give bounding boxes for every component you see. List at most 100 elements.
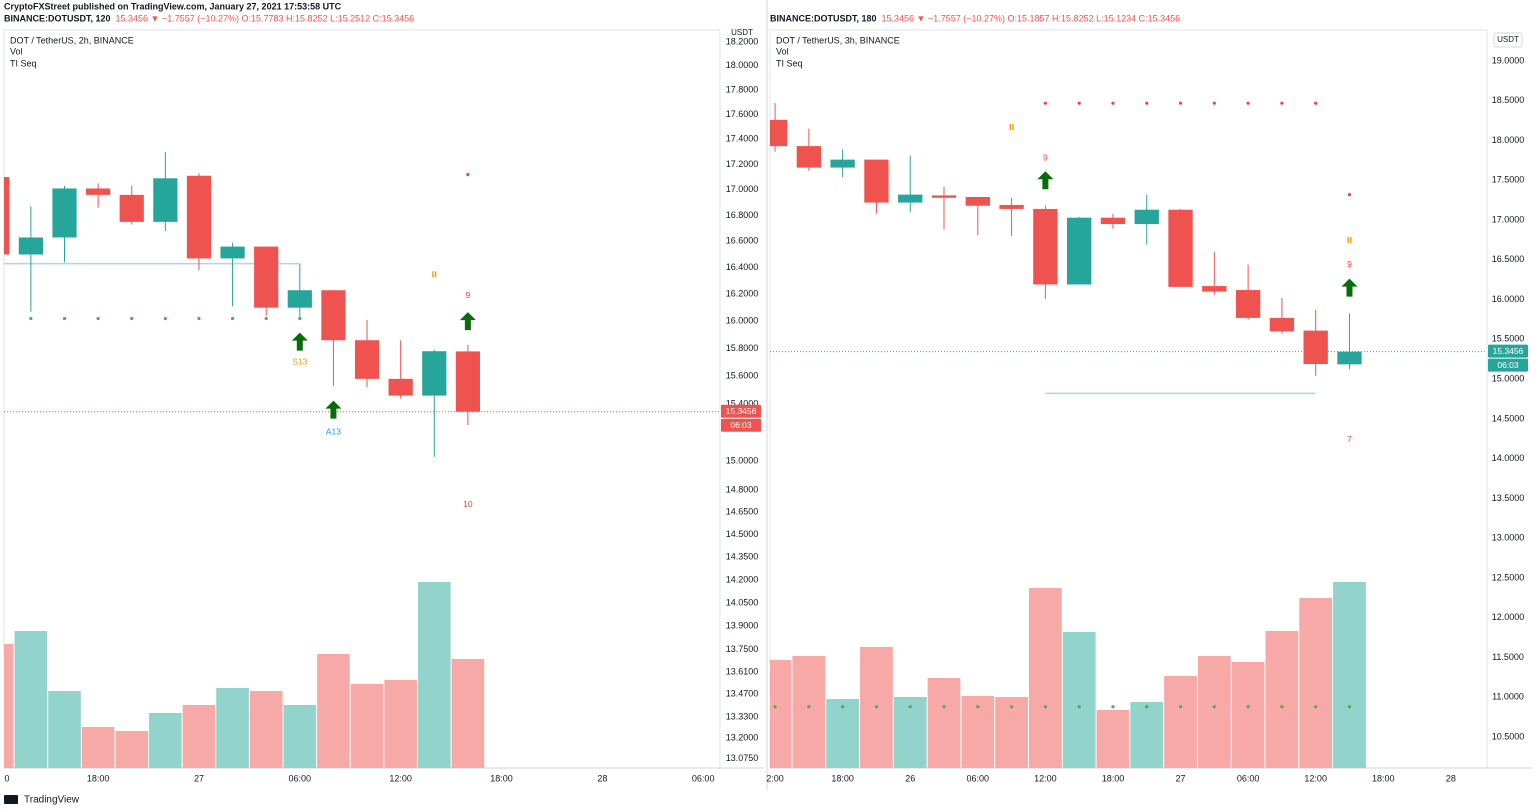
flag-part: [1350, 236, 1352, 243]
candle-body: [455, 351, 480, 412]
seq-dot: [264, 316, 268, 321]
volume-bar: [927, 678, 961, 768]
volume-bar: [1333, 582, 1366, 768]
volume-bar: [1299, 598, 1333, 768]
volume-bar: [770, 660, 792, 768]
seq-dot: [1314, 705, 1318, 709]
seq-dot: [841, 705, 845, 709]
seq-dot: [874, 705, 879, 709]
x-tick-label: 27: [194, 773, 204, 783]
seq-flag: [432, 271, 437, 278]
price-tag: [1488, 344, 1528, 358]
candle-body: [864, 159, 889, 203]
quote: 15.3456 ▼ −1.7557 (−10.27%) O:15.7783 H:…: [116, 13, 415, 23]
candle-body: [1235, 290, 1261, 318]
y-tick-label: 15.0000: [1492, 373, 1525, 383]
volume-bar: [350, 684, 384, 768]
volume-bar: [249, 691, 283, 768]
brand: TradingView: [24, 795, 80, 806]
candle-body: [965, 197, 990, 206]
candle-body: [422, 351, 447, 396]
seq-dot: [1314, 101, 1318, 105]
seq-dot: [130, 316, 134, 321]
volume-bar: [995, 697, 1028, 768]
countdown-label: 06:03: [730, 420, 752, 430]
seq-dot: [1347, 705, 1352, 709]
y-tick-label: 15.6000: [726, 370, 759, 380]
volume-bar: [1231, 662, 1265, 768]
seq-label: S13: [292, 356, 307, 366]
y-tick-label: 14.5000: [726, 529, 759, 539]
candle-body: [1269, 317, 1295, 332]
y-tick-label: 11.5000: [1492, 652, 1524, 662]
volume-bar: [81, 727, 115, 768]
y-tick-label: 18.0000: [1492, 135, 1525, 145]
price-tag-label: 15.3456: [726, 406, 757, 416]
x-tick-label: 27: [1176, 773, 1186, 783]
candle-body: [119, 194, 144, 222]
volume-bar: [1197, 656, 1231, 768]
charts: BINANCE:DOTUSDT, 120 15.3456 ▼ −1.7557 (−…: [4, 13, 1528, 783]
volume-bar: [1265, 631, 1299, 768]
y-tick-label: 17.0000: [726, 184, 759, 194]
indicator-label: TI Seq: [776, 58, 803, 68]
volume-bar: [115, 731, 149, 768]
candle-body: [1033, 208, 1058, 285]
chart-title: DOT / TetherUS, 3h, BINANCE: [776, 35, 900, 45]
seq-dot: [466, 172, 470, 177]
signal-arrow: [459, 312, 476, 331]
seq-dot: [29, 316, 33, 321]
seq-dot: [1145, 101, 1149, 105]
x-tick-label: 12:00: [1304, 773, 1327, 783]
volume-bar: [4, 644, 14, 768]
y-tick-label: 13.6100: [726, 666, 759, 676]
y-tick-label: 17.0000: [1492, 214, 1525, 224]
volume-bar: [1062, 632, 1096, 768]
volume-bar: [1028, 588, 1062, 768]
seq-dot: [807, 705, 811, 709]
volume-bar: [417, 582, 451, 768]
indicator-label: Vol: [776, 46, 789, 56]
price-tag-label: 15.3456: [1493, 346, 1524, 356]
seq-dot: [1077, 705, 1081, 709]
candle-body: [1100, 217, 1126, 225]
volume-bar: [792, 656, 826, 768]
y-tick-label: 11.0000: [1492, 692, 1524, 702]
seq-dot: [163, 316, 167, 321]
flag-part: [432, 271, 434, 278]
y-tick-label: 15.4000: [726, 398, 759, 408]
candle-body: [999, 204, 1024, 209]
seq-dot: [1178, 101, 1183, 105]
y-tick-label: 13.9000: [726, 621, 759, 631]
seq-dot: [62, 316, 67, 321]
seq-dot: [1212, 101, 1216, 105]
y-tick-label: 16.4000: [726, 262, 759, 272]
x-tick-label: 18:00: [87, 773, 110, 783]
seq-dot: [230, 316, 235, 321]
y-tick-label: 18.2000: [726, 36, 759, 46]
candle-body: [18, 237, 43, 255]
candle-body: [1134, 209, 1159, 225]
indicator-label: Vol: [10, 46, 23, 56]
volume-bar: [384, 680, 417, 768]
candle-body: [254, 246, 279, 308]
seq-dot: [908, 705, 912, 709]
chart: BINANCE:DOTUSDT, 120 15.3456 ▼ −1.7557 (−…: [4, 13, 761, 783]
candle-body: [796, 146, 822, 168]
brand-logo: TradingView: [4, 795, 80, 806]
unit-box: [1493, 32, 1523, 48]
symbol: BINANCE:DOTUSDT, 180: [770, 13, 877, 23]
y-tick-label: 14.5000: [1492, 413, 1525, 423]
seq-dot: [197, 316, 201, 321]
y-tick-label: 14.6500: [726, 507, 759, 517]
candle-body: [4, 177, 10, 255]
chart: BINANCE:DOTUSDT, 180 15.3456 ▼ −1.7557 (−…: [766, 13, 1528, 783]
x-tick-label: 28: [597, 773, 607, 783]
y-tick-label: 16.2000: [726, 289, 759, 299]
y-tick-label: 13.2000: [726, 733, 759, 743]
candle-body: [186, 175, 212, 259]
seq-dot: [1280, 705, 1284, 709]
seq-dot: [1246, 101, 1250, 105]
y-tick-label: 17.6000: [726, 109, 759, 119]
candle-body: [153, 178, 178, 222]
